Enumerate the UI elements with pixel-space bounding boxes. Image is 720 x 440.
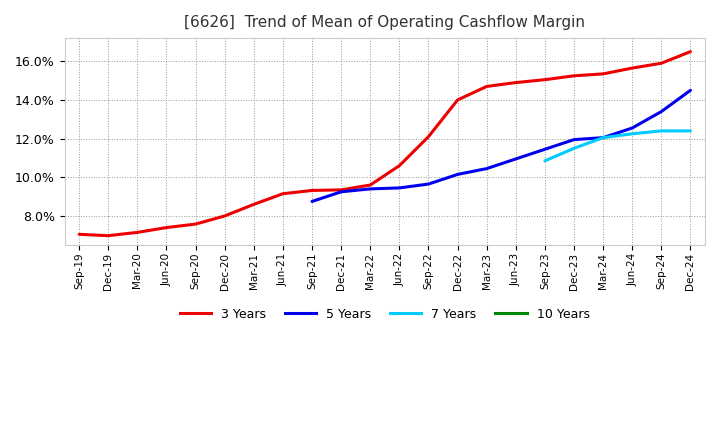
Title: [6626]  Trend of Mean of Operating Cashflow Margin: [6626] Trend of Mean of Operating Cashfl… [184,15,585,30]
Legend: 3 Years, 5 Years, 7 Years, 10 Years: 3 Years, 5 Years, 7 Years, 10 Years [175,303,595,326]
